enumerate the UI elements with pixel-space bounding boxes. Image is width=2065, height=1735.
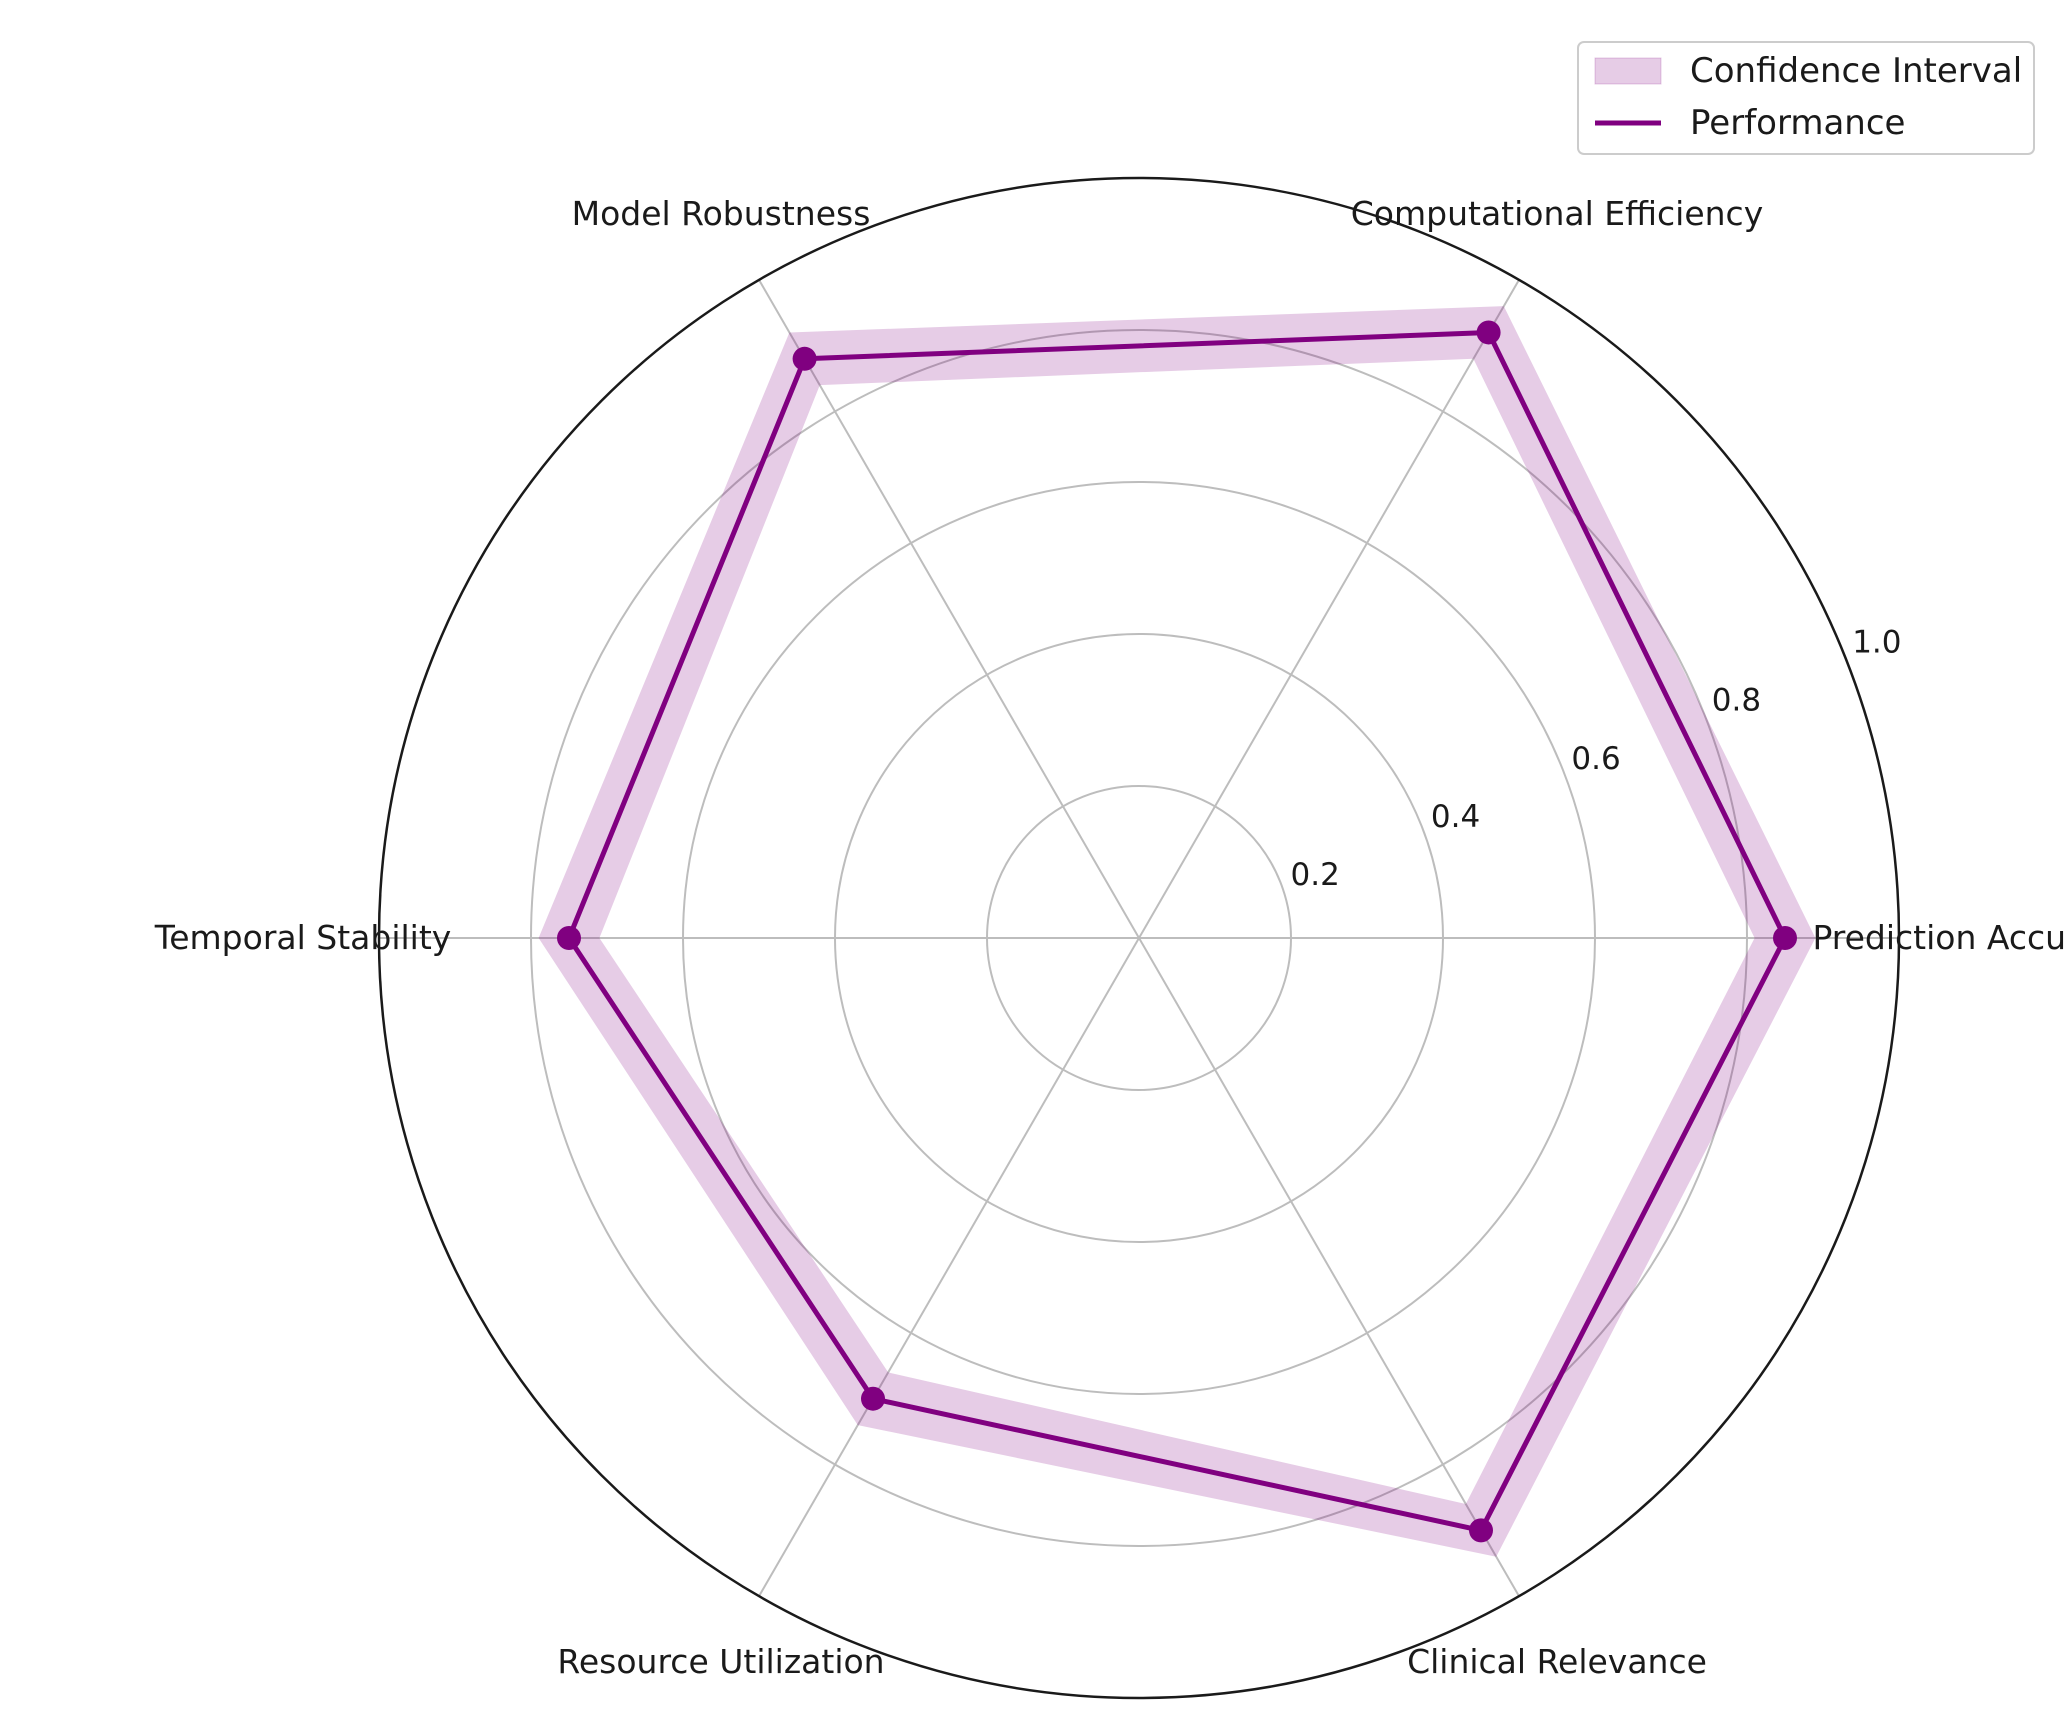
- radial-tick-label: 1.0: [1852, 625, 1901, 661]
- axis-label: Clinical Relevance: [1407, 1642, 1707, 1681]
- axis-label: Temporal Stability: [154, 918, 452, 957]
- radial-tick-label: 0.2: [1291, 857, 1340, 893]
- axis-label-layer: Prediction Accuracy Computational Efficie…: [154, 194, 2065, 1681]
- grid-layer: [379, 279, 1899, 1597]
- confidence-band-layer: [538, 306, 1816, 1557]
- performance-point: [1469, 1518, 1493, 1543]
- legend-frame: [1577, 41, 2035, 155]
- grid-spoke: [758, 279, 1140, 939]
- radial-tick-label: 0.4: [1431, 799, 1480, 835]
- axis-label: Resource Utilization: [557, 1642, 884, 1681]
- legend-performance-label: Performance: [1690, 103, 1905, 143]
- radial-tick-label: 0.6: [1571, 741, 1620, 777]
- grid-spoke: [1138, 937, 1520, 1597]
- radial-tick-label: 0.8: [1712, 683, 1761, 719]
- performance-point: [1476, 320, 1501, 345]
- grid-spoke: [758, 937, 1140, 1597]
- performance-line-layer: [557, 320, 1797, 1543]
- legend-confidence-swatch: [1594, 57, 1662, 85]
- performance-point: [557, 926, 581, 950]
- axis-label: Prediction Accuracy: [1812, 918, 2065, 957]
- polar-frame: [377, 176, 1901, 1700]
- performance-point: [792, 346, 817, 371]
- axis-label: Model Robustness: [572, 194, 871, 233]
- grid-spoke: [1138, 279, 1520, 939]
- polar-frame-layer: [377, 176, 1901, 1700]
- performance-point: [1773, 926, 1797, 950]
- confidence-band: [538, 306, 1816, 1557]
- legend-confidence-label: Confidence Interval: [1690, 51, 2022, 91]
- performance-point: [861, 1386, 885, 1411]
- radial-tick-layer: 0.2 0.4 0.6 0.8 1.0: [1291, 625, 1902, 894]
- axis-label: Computational Efficiency: [1351, 194, 1763, 233]
- legend: Confidence Interval Performance: [1577, 41, 2035, 155]
